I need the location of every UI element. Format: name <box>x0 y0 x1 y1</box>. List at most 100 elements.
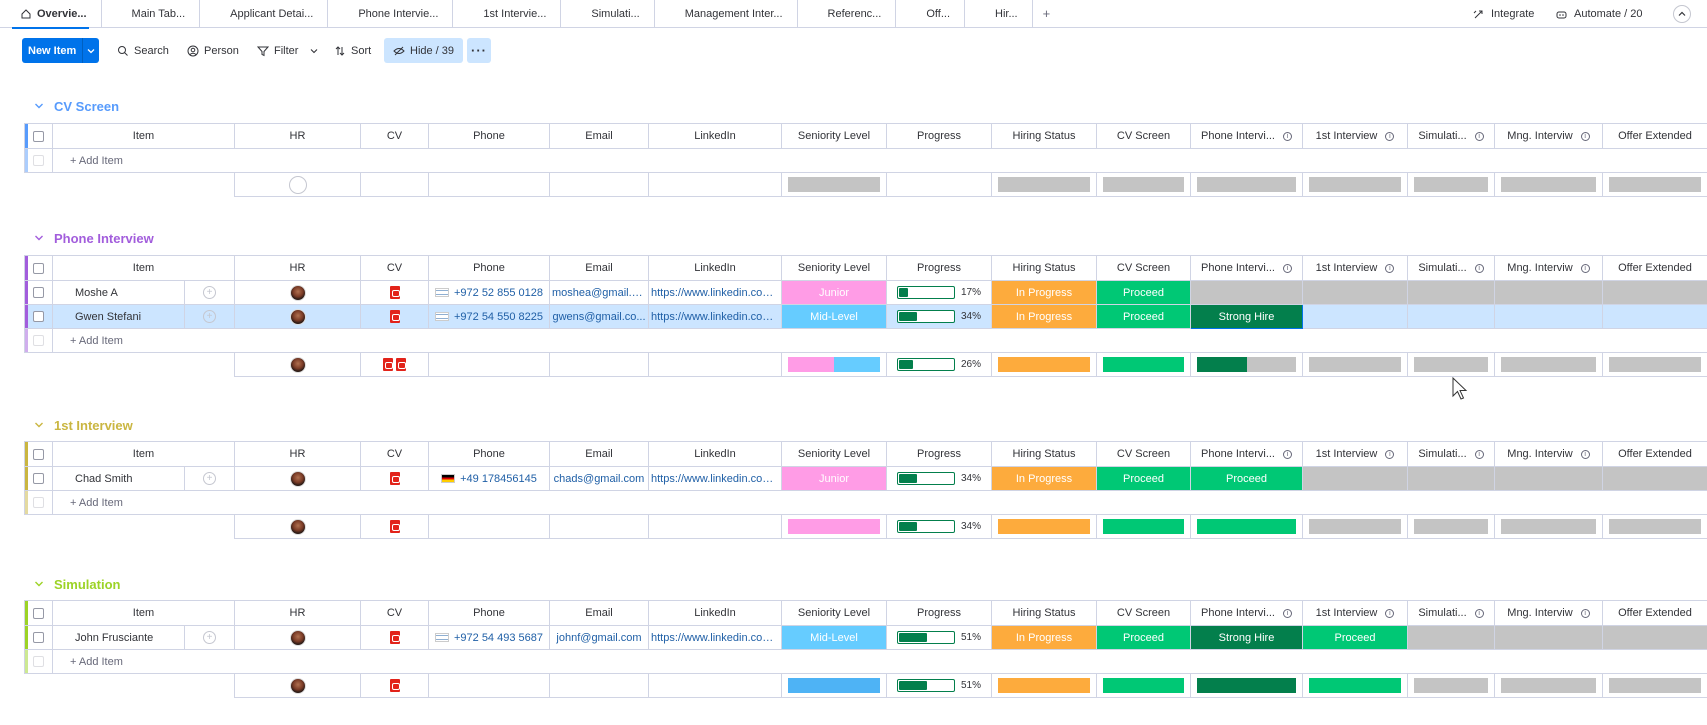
simulation-cell[interactable] <box>1407 304 1495 329</box>
search-button[interactable]: Search <box>117 38 169 63</box>
column-header-hr[interactable]: HR <box>234 600 361 626</box>
column-header-cv[interactable]: CV <box>360 255 429 281</box>
column-header-email[interactable]: Email <box>549 123 649 149</box>
item-name[interactable]: John Frusciante <box>52 625 185 650</box>
automate-button[interactable]: Automate / 20 <box>1555 0 1643 28</box>
tab-offer[interactable]: Off... <box>896 0 965 28</box>
info-icon[interactable]: i <box>1283 608 1292 618</box>
email-cell[interactable]: gwens@gmail.co... <box>549 304 649 329</box>
mng-interview-cell[interactable] <box>1494 280 1603 305</box>
cv-screen-cell[interactable]: Proceed <box>1096 466 1191 491</box>
column-header-email[interactable]: Email <box>549 600 649 626</box>
tab-management-interview[interactable]: Management Inter... <box>655 0 798 28</box>
column-header-offer-extended[interactable]: Offer Extended <box>1602 441 1707 467</box>
row-checkbox[interactable] <box>33 287 44 299</box>
select-all-checkbox[interactable] <box>33 448 44 460</box>
column-header-hiring-status[interactable]: Hiring Status <box>991 600 1097 626</box>
collapse-header-button[interactable] <box>1673 5 1691 23</box>
column-header-linkedin[interactable]: LinkedIn <box>648 441 782 467</box>
add-item-input[interactable]: + Add Item <box>52 490 1707 515</box>
column-header-progress[interactable]: Progress <box>886 441 992 467</box>
column-header-progress[interactable]: Progress <box>886 255 992 281</box>
info-icon[interactable]: i <box>1474 131 1484 141</box>
email-cell[interactable]: chads@gmail.com <box>549 466 649 491</box>
column-header-item[interactable]: Item <box>52 255 235 281</box>
column-header-mng-interview[interactable]: Mng. Interviw i <box>1494 123 1603 149</box>
select-all-checkbox[interactable] <box>33 262 44 274</box>
column-header-phone-interview[interactable]: Phone Intervi... i <box>1190 600 1303 626</box>
mng-interview-cell[interactable] <box>1494 466 1603 491</box>
column-header-offer-extended[interactable]: Offer Extended <box>1602 123 1707 149</box>
new-item-button[interactable]: New Item <box>22 38 99 63</box>
column-header-hr[interactable]: HR <box>234 123 361 149</box>
phone-interview-cell[interactable]: Proceed <box>1190 466 1303 491</box>
cv-screen-cell[interactable]: Proceed <box>1096 280 1191 305</box>
column-header-email[interactable]: Email <box>549 255 649 281</box>
table-row[interactable]: Chad Smith + +49 178456145 chads@gmail.c… <box>24 466 1707 491</box>
column-header-linkedin[interactable]: LinkedIn <box>648 123 782 149</box>
pdf-file-icon[interactable] <box>389 472 400 485</box>
linkedin-cell[interactable]: https://www.linkedin.com/... <box>648 280 782 305</box>
linkedin-cell[interactable]: https://www.linkedin.com/... <box>648 304 782 329</box>
seniority-cell[interactable]: Junior <box>781 466 887 491</box>
tab-references[interactable]: Referenc... <box>798 0 897 28</box>
info-icon[interactable]: i <box>1474 608 1484 618</box>
column-header-seniority[interactable]: Seniority Level <box>781 123 887 149</box>
cv-screen-cell[interactable]: Proceed <box>1096 625 1191 650</box>
cv-cell[interactable] <box>360 280 429 305</box>
column-header-cv-screen[interactable]: CV Screen <box>1096 123 1191 149</box>
offer-extended-cell[interactable] <box>1602 625 1707 650</box>
simulation-cell[interactable] <box>1407 280 1495 305</box>
column-header-1st-interview[interactable]: 1st Interview i <box>1302 600 1408 626</box>
column-header-hiring-status[interactable]: Hiring Status <box>991 123 1097 149</box>
mng-interview-cell[interactable] <box>1494 304 1603 329</box>
group-header-phone-interview[interactable]: Phone Interview <box>34 228 154 248</box>
info-icon[interactable]: i <box>1283 263 1292 273</box>
simulation-cell[interactable] <box>1407 466 1495 491</box>
table-row[interactable]: Gwen Stefani + +972 54 550 8225 gwens@gm… <box>24 304 1707 329</box>
info-icon[interactable]: i <box>1283 449 1292 459</box>
tab-simulation[interactable]: Simulati... <box>561 0 655 28</box>
column-header-cv-screen[interactable]: CV Screen <box>1096 255 1191 281</box>
column-header-offer-extended[interactable]: Offer Extended <box>1602 255 1707 281</box>
phone-cell[interactable]: +972 52 855 0128 <box>428 280 550 305</box>
column-header-seniority[interactable]: Seniority Level <box>781 600 887 626</box>
select-all-checkbox-cell[interactable] <box>24 255 53 281</box>
add-update-icon[interactable]: + <box>203 631 216 644</box>
row-checkbox-cell[interactable] <box>24 304 53 329</box>
add-item-input[interactable]: + Add Item <box>52 649 1707 674</box>
cv-cell[interactable] <box>360 304 429 329</box>
add-update-icon[interactable]: + <box>203 472 216 485</box>
1st-interview-cell[interactable] <box>1302 304 1408 329</box>
column-header-1st-interview[interactable]: 1st Interview i <box>1302 255 1408 281</box>
1st-interview-cell[interactable] <box>1302 466 1408 491</box>
tab-overview[interactable]: Overvie... <box>0 0 102 29</box>
info-icon[interactable]: i <box>1385 263 1395 273</box>
column-header-cv-screen[interactable]: CV Screen <box>1096 441 1191 467</box>
column-header-phone[interactable]: Phone <box>428 441 550 467</box>
column-header-hr[interactable]: HR <box>234 255 361 281</box>
hiring-status-cell[interactable]: In Progress <box>991 466 1097 491</box>
row-checkbox[interactable] <box>33 473 44 485</box>
tab-main-table[interactable]: Main Tab... <box>102 0 201 28</box>
hiring-status-cell[interactable]: In Progress <box>991 304 1097 329</box>
pdf-file-icon[interactable] <box>389 631 400 644</box>
item-name[interactable]: Gwen Stefani <box>52 304 185 329</box>
select-all-checkbox-cell[interactable] <box>24 441 53 467</box>
column-header-mng-interview[interactable]: Mng. Interviw i <box>1494 255 1603 281</box>
seniority-cell[interactable]: Mid-Level <box>781 625 887 650</box>
hr-cell[interactable] <box>234 625 361 650</box>
table-row[interactable]: Moshe A + +972 52 855 0128 moshea@gmail.… <box>24 280 1707 305</box>
info-icon[interactable]: i <box>1474 263 1484 273</box>
pdf-file-icon[interactable] <box>389 310 400 323</box>
column-header-item[interactable]: Item <box>52 123 235 149</box>
column-header-cv[interactable]: CV <box>360 600 429 626</box>
info-icon[interactable]: i <box>1580 131 1590 141</box>
phone-cell[interactable]: +972 54 550 8225 <box>428 304 550 329</box>
simulation-cell[interactable] <box>1407 625 1495 650</box>
phone-number[interactable]: +972 52 855 0128 <box>453 286 543 299</box>
offer-extended-cell[interactable] <box>1602 304 1707 329</box>
add-update-cell[interactable]: + <box>184 280 235 305</box>
column-header-seniority[interactable]: Seniority Level <box>781 255 887 281</box>
column-header-seniority[interactable]: Seniority Level <box>781 441 887 467</box>
